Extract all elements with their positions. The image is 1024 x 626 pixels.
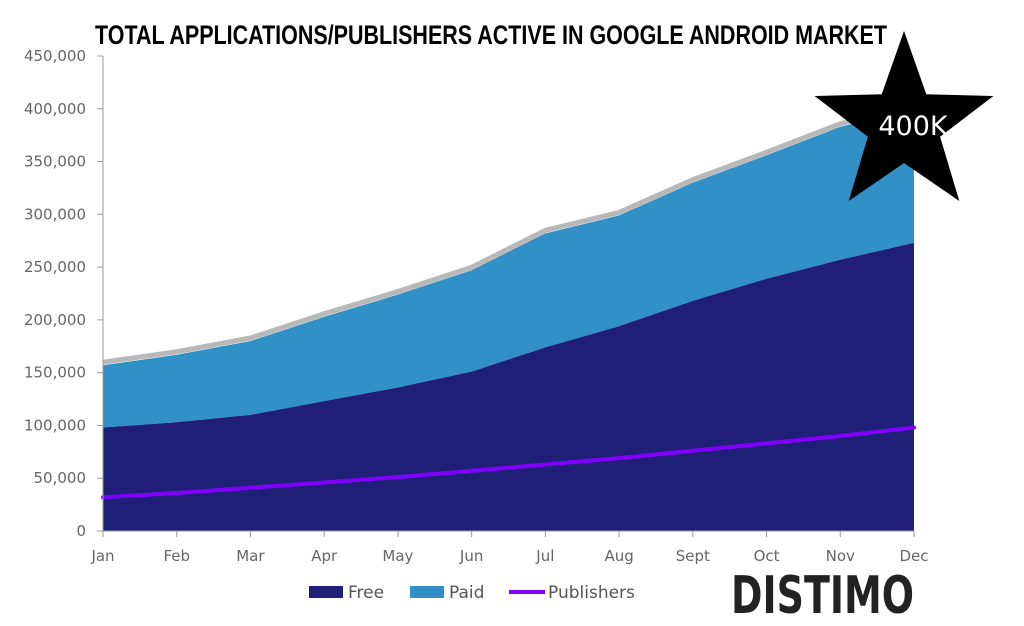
y-tick-label: 400,000	[24, 100, 86, 118]
x-tick-label: Dec	[899, 547, 928, 565]
y-tick-label: 200,000	[24, 311, 86, 329]
area-free	[103, 242, 914, 532]
legend-label-free: Free	[348, 583, 384, 603]
annotation-star: 400K	[814, 31, 994, 201]
annotation-label: 400K	[878, 111, 949, 142]
y-tick-label: 150,000	[24, 364, 86, 382]
chart-title: TOTAL APPLICATIONS/PUBLISHERS ACTIVE IN …	[95, 20, 887, 50]
y-tick-label: 300,000	[24, 205, 86, 223]
line-publishers	[101, 425, 916, 500]
legend-swatch-free	[309, 586, 343, 598]
legend-label-paid: Paid	[449, 583, 484, 603]
legend-label-publishers: Publishers	[548, 583, 635, 603]
x-axis-ticks: Jan Feb Mar Apr May Jun Jul Aug Sept Oct Nov Dec	[90, 531, 929, 565]
x-tick-label: May	[382, 547, 413, 565]
y-tick-label: 50,000	[34, 469, 87, 487]
x-tick-label: Aug	[604, 547, 633, 565]
x-tick-label: Jun	[459, 547, 483, 565]
y-axis-ticks: 0 50,000 100,000 150,000 200,000 250,000 300,0…	[24, 47, 103, 540]
y-tick-label: 350,000	[24, 153, 86, 171]
y-tick-label: 250,000	[24, 258, 86, 276]
legend: Free Paid Publishers	[309, 583, 635, 603]
x-tick-label: Feb	[163, 547, 190, 565]
x-tick-label: Apr	[311, 547, 338, 565]
y-tick-label: 450,000	[24, 47, 86, 65]
axes	[102, 56, 914, 532]
y-tick-label: 0	[76, 522, 86, 540]
y-tick-label: 100,000	[24, 416, 86, 434]
area-shadow	[102, 103, 915, 365]
legend-swatch-paid	[410, 586, 444, 598]
x-tick-label: Jan	[90, 547, 114, 565]
x-tick-label: Mar	[236, 547, 265, 565]
plot-areas	[101, 103, 916, 532]
x-tick-label: Sept	[676, 547, 710, 565]
x-tick-label: Oct	[754, 547, 780, 565]
x-tick-label: Jul	[535, 547, 554, 565]
distimo-logo: DISTIMO	[731, 566, 914, 621]
x-tick-label: Nov	[826, 547, 855, 565]
star-icon	[814, 31, 994, 201]
area-paid	[103, 108, 914, 428]
